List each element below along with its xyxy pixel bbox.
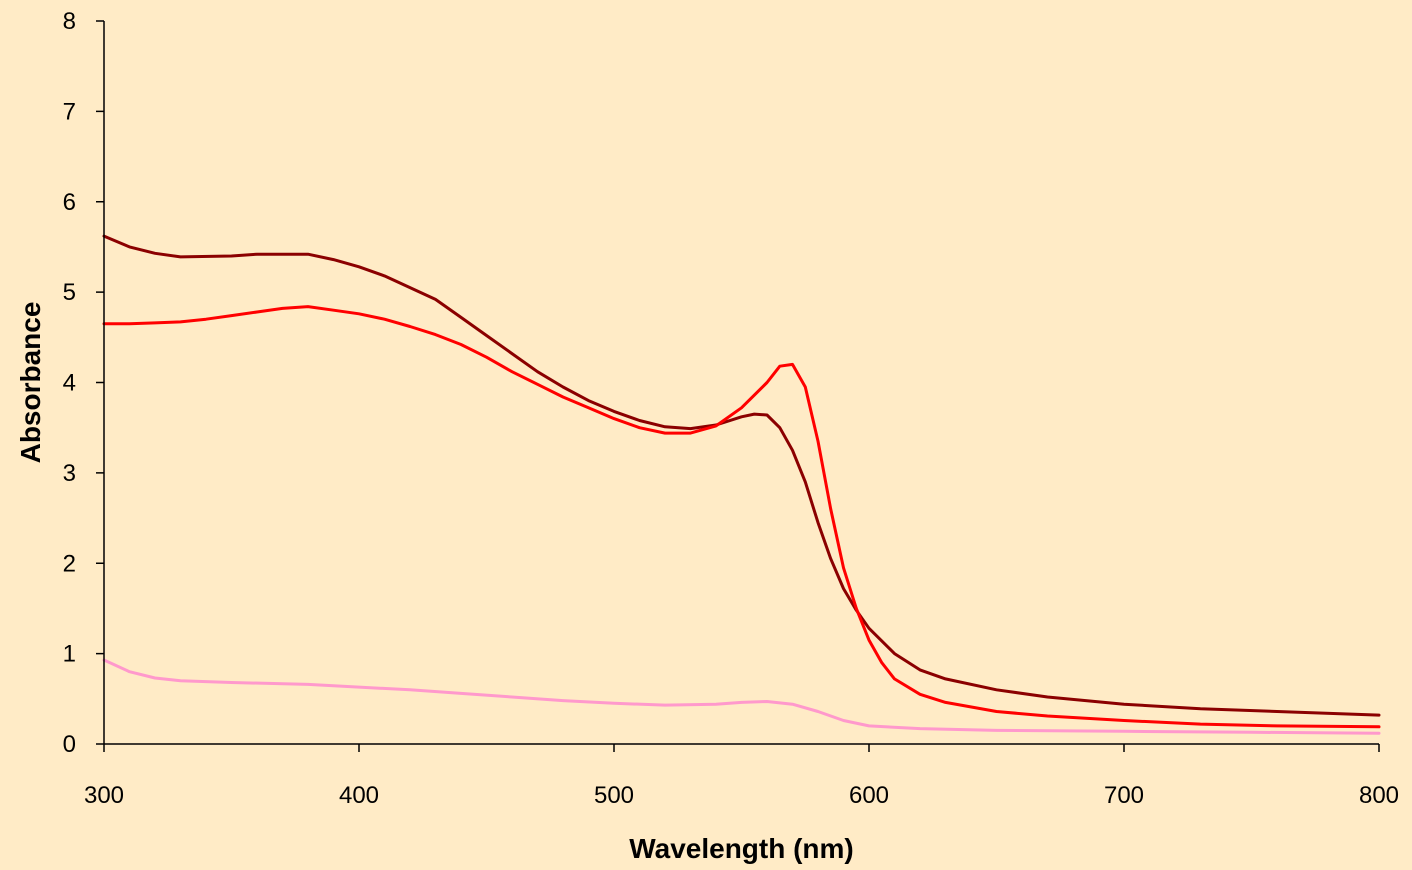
y-tick-label: 4 [63, 370, 76, 397]
y-tick-label: 7 [63, 98, 76, 125]
plot-series [102, 234, 1381, 735]
axes: 300 400 500 600 700 800 0 1 2 3 4 5 6 7 8 [63, 8, 1399, 809]
y-tick-label: 8 [63, 8, 76, 35]
y-tick-label: 5 [63, 279, 76, 306]
y-ticks: 0 1 2 3 4 5 6 7 8 [63, 8, 104, 758]
x-tick-label: 400 [339, 782, 379, 809]
x-tick-label: 600 [849, 782, 889, 809]
y-tick-label: 0 [63, 731, 76, 758]
x-ticks: 300 400 500 600 700 800 [84, 744, 1399, 809]
y-tick-label: 3 [63, 460, 76, 487]
x-tick-label: 800 [1359, 782, 1399, 809]
x-tick-label: 500 [594, 782, 634, 809]
series-line-2 [102, 305, 1381, 729]
y-tick-label: 1 [63, 641, 76, 668]
y-tick-label: 6 [63, 189, 76, 216]
x-axis-title: Wavelength (nm) [629, 833, 854, 864]
y-tick-label: 2 [63, 550, 76, 577]
series-line-1 [102, 234, 1381, 717]
series-line-3 [102, 658, 1381, 735]
x-tick-label: 300 [84, 782, 124, 809]
x-tick-label: 700 [1104, 782, 1144, 809]
y-axis-title: Absorbance [15, 302, 46, 464]
